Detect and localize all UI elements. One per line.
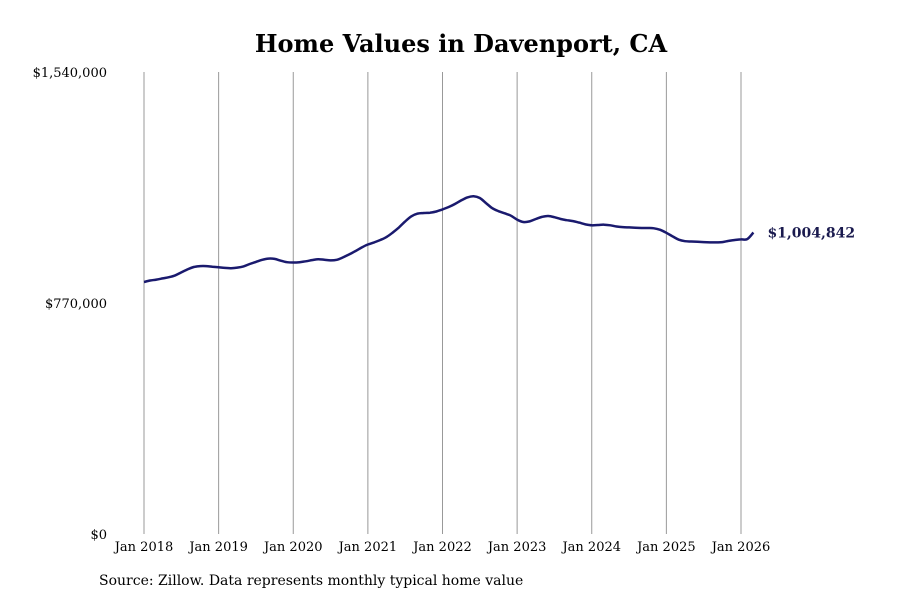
- series-layer: [143, 194, 755, 284]
- x-tick-label: Jan 2024: [560, 540, 621, 555]
- y-tick-label: $770,000: [45, 297, 107, 312]
- y-tick-label: $1,540,000: [33, 66, 107, 81]
- y-axis-ticks: $0 $770,000 $1,540,000: [33, 66, 107, 543]
- x-tick-label: Jan 2026: [710, 540, 771, 555]
- chart-title: Home Values in Davenport, CA: [255, 29, 668, 58]
- home-value-line: [143, 194, 755, 284]
- x-tick-label: Jan 2025: [635, 540, 696, 555]
- x-tick-label: Jan 2023: [486, 540, 547, 555]
- gridlines: [143, 72, 742, 534]
- source-note: Source: Zillow. Data represents monthly …: [99, 573, 524, 589]
- x-tick-label: Jan 2019: [187, 540, 248, 555]
- last-value-label: $1,004,842: [767, 226, 855, 242]
- x-tick-label: Jan 2022: [411, 540, 472, 555]
- x-tick-label: Jan 2018: [113, 540, 174, 555]
- y-tick-label: $0: [90, 528, 107, 543]
- x-tick-label: Jan 2020: [262, 540, 323, 555]
- x-axis-ticks: Jan 2018 Jan 2019 Jan 2020 Jan 2021 Jan 2022…: [113, 540, 771, 555]
- x-tick-label: Jan 2021: [337, 540, 398, 555]
